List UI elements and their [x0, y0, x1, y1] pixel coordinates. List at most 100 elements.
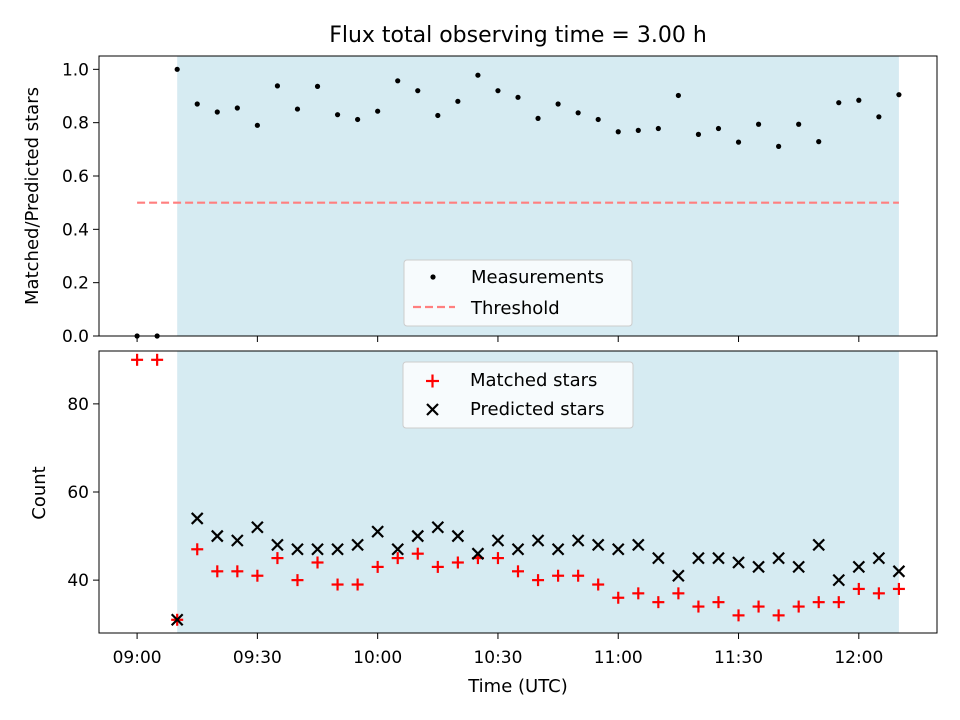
matched-star-point — [712, 596, 725, 609]
predicted-star-point — [892, 565, 906, 578]
predicted-star-point — [291, 543, 304, 556]
measurement-point — [776, 143, 782, 149]
matched-star-point — [211, 565, 224, 578]
measurement-point — [755, 121, 762, 127]
bottom-axes-frame — [98, 350, 938, 634]
bottom-x-ticks: 09:00 09:30 10:00 10:30 11:00 11:30 12:00 — [113, 633, 883, 668]
measurement-point — [615, 129, 621, 135]
measurement-point — [715, 125, 722, 132]
measurement-point — [515, 94, 521, 100]
bottom-legend: Matched stars Predicted stars — [402, 361, 634, 429]
matched-star-point — [812, 596, 825, 609]
bottom-x-axis-label: Time (UTC) — [467, 676, 568, 697]
measurement-point — [435, 112, 441, 119]
matched-star-point — [692, 600, 705, 613]
top-marks — [134, 66, 902, 339]
top-legend-box — [403, 259, 633, 327]
predicted-star-point — [351, 538, 364, 552]
predicted-star-point — [311, 543, 324, 556]
measurement-point — [355, 116, 361, 123]
top-x-ticks — [136, 336, 860, 342]
matched-star-point — [451, 556, 464, 569]
matched-star-point — [371, 560, 384, 573]
measurement-point — [375, 108, 381, 114]
predicted-star-point — [511, 543, 525, 556]
measurement-point — [896, 92, 902, 98]
y-tick-label: 80 — [67, 395, 89, 415]
matched-star-point — [592, 578, 605, 591]
matched-star-point — [552, 569, 565, 582]
matched-star-point — [732, 609, 745, 622]
matched-star-point — [331, 578, 344, 591]
matched-star-point — [772, 609, 785, 622]
measurement-point — [495, 88, 501, 94]
predicted-star-point — [571, 534, 585, 547]
matched-star-point — [852, 582, 865, 595]
measurement-point — [314, 83, 321, 89]
legend-matched-marker — [426, 374, 439, 388]
top-y-ticks: 0.0 0.2 0.4 0.6 0.8 1.0 — [62, 60, 99, 347]
y-tick-label: 0.6 — [62, 167, 89, 187]
measurement-point — [194, 101, 200, 107]
y-tick-label: 40 — [67, 571, 89, 591]
predicted-star-point — [792, 560, 805, 574]
predicted-star-point — [170, 613, 184, 627]
matched-star-point — [892, 582, 905, 595]
predicted-star-point — [190, 512, 204, 525]
matched-star-point — [311, 556, 324, 569]
measurement-point — [214, 109, 220, 115]
legend-predicted-marker — [426, 403, 439, 416]
bottom-panel: 40 60 80 09:00 09:30 10:00 10:30 11:00 11:30 12:… — [29, 350, 938, 697]
measurement-point — [254, 122, 260, 128]
predicted-star-point — [692, 551, 705, 565]
measurement-point — [735, 139, 742, 145]
predicted-star-point — [271, 538, 284, 552]
matched-star-point — [532, 574, 545, 587]
y-tick-label: 0.4 — [62, 220, 89, 240]
predicted-star-point — [451, 529, 465, 543]
measurement-point — [856, 97, 862, 103]
predicted-star-point — [471, 547, 485, 560]
predicted-star-point — [872, 551, 886, 565]
legend-measurements-marker — [430, 274, 436, 280]
measurement-point — [675, 92, 681, 99]
predicted-star-point — [652, 551, 665, 565]
measurement-point — [415, 88, 421, 94]
x-tick-label: 09:30 — [233, 648, 282, 668]
predicted-star-point — [852, 560, 866, 574]
measurement-point — [816, 139, 822, 145]
matched-star-point — [832, 596, 845, 609]
matched-star-point — [251, 569, 264, 582]
predicted-star-point — [732, 556, 745, 569]
y-tick-label: 0.8 — [62, 114, 89, 134]
matched-star-point — [151, 353, 164, 366]
predicted-star-point — [251, 520, 264, 534]
measurement-point — [575, 110, 581, 116]
predicted-star-point — [231, 534, 244, 547]
measurement-point — [796, 121, 802, 127]
legend-predicted-label: Predicted stars — [470, 399, 604, 420]
matched-star-point — [431, 560, 444, 573]
legend-threshold-label: Threshold — [470, 298, 560, 319]
predicted-star-point — [832, 573, 846, 587]
predicted-star-point — [371, 525, 384, 538]
measurement-point — [274, 83, 281, 89]
matched-star-point — [512, 565, 524, 578]
predicted-star-point — [632, 538, 645, 552]
legend-matched-label: Matched stars — [470, 370, 597, 391]
predicted-star-point — [491, 534, 505, 547]
predicted-star-point — [431, 520, 445, 534]
chart-title: Flux total observing time = 3.00 h — [329, 23, 707, 48]
measurement-point — [655, 125, 661, 132]
bottom-legend-box — [402, 361, 634, 429]
top-y-axis-label: Matched/Predicted stars — [22, 87, 43, 305]
bottom-marks — [131, 353, 906, 627]
measurement-point — [334, 112, 341, 118]
matched-star-point — [792, 600, 805, 613]
measurement-point — [455, 98, 461, 104]
measurement-point — [836, 100, 842, 106]
x-tick-label: 10:30 — [473, 648, 522, 668]
predicted-star-point — [211, 529, 224, 543]
predicted-star-point — [611, 543, 625, 556]
legend-measurements-label: Measurements — [471, 267, 604, 288]
